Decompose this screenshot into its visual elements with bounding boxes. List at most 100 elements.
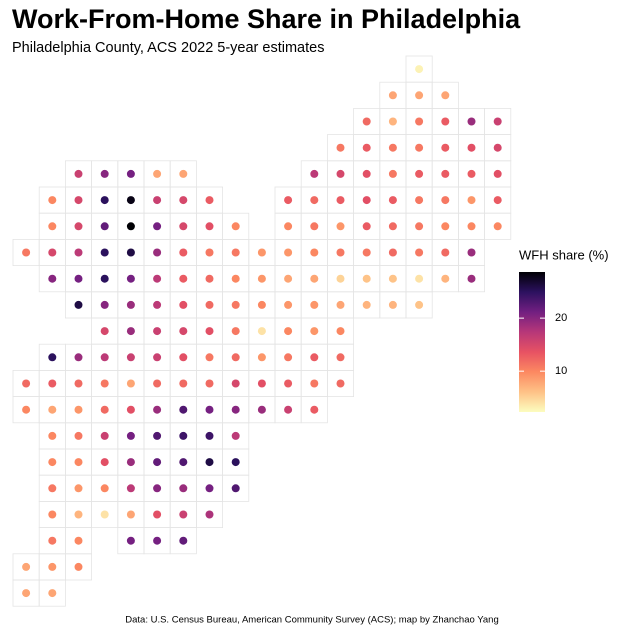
tract-dot bbox=[126, 458, 135, 467]
tract-dot bbox=[336, 143, 345, 152]
tract-dot bbox=[231, 222, 240, 231]
tract-dot bbox=[48, 536, 57, 545]
tract-dot bbox=[257, 327, 266, 336]
tract-dot bbox=[441, 248, 450, 257]
tract-dot bbox=[126, 196, 135, 205]
tract-dot bbox=[74, 484, 83, 493]
tract-dot bbox=[100, 248, 109, 257]
tract-dot bbox=[415, 222, 424, 231]
tract-dot bbox=[284, 196, 293, 205]
tract-dot bbox=[48, 589, 57, 598]
tract-dot bbox=[336, 222, 345, 231]
tile bbox=[65, 553, 93, 581]
tract-dot bbox=[284, 353, 293, 362]
tract-dot bbox=[74, 510, 83, 519]
tract-dot bbox=[388, 143, 397, 152]
tile bbox=[222, 474, 250, 502]
tract-dot bbox=[441, 196, 450, 205]
caption: Data: U.S. Census Bureau, American Commu… bbox=[125, 615, 498, 625]
tract-dot bbox=[231, 379, 240, 388]
tract-dot bbox=[179, 458, 188, 467]
tract-dot bbox=[153, 169, 162, 178]
tract-dot bbox=[179, 405, 188, 414]
tract-dot bbox=[467, 274, 476, 283]
tract-dot bbox=[310, 300, 319, 309]
tract-dot bbox=[467, 169, 476, 178]
tract-dot bbox=[74, 196, 83, 205]
tract-dot bbox=[48, 562, 57, 571]
tract-dot bbox=[48, 379, 57, 388]
tract-dot bbox=[205, 353, 214, 362]
tract-dot bbox=[100, 379, 109, 388]
tract-dot bbox=[100, 405, 109, 414]
tract-dot bbox=[205, 405, 214, 414]
tract-dot bbox=[362, 143, 371, 152]
tract-dot bbox=[100, 169, 109, 178]
tract-dot bbox=[310, 274, 319, 283]
tract-dot bbox=[415, 117, 424, 126]
tract-dot bbox=[153, 405, 162, 414]
tract-dot bbox=[205, 222, 214, 231]
tract-dot bbox=[126, 510, 135, 519]
tract-dot bbox=[336, 300, 345, 309]
tract-dot bbox=[284, 405, 293, 414]
tract-dot bbox=[467, 222, 476, 231]
tract-dot bbox=[205, 274, 214, 283]
tract-dot bbox=[493, 222, 502, 231]
color-tick-label: 20 bbox=[555, 312, 567, 324]
tract-dot bbox=[126, 405, 135, 414]
tract-dot bbox=[415, 65, 424, 74]
tract-dot bbox=[48, 484, 57, 493]
tract-dot bbox=[284, 379, 293, 388]
tract-dot bbox=[205, 431, 214, 440]
tract-dot bbox=[231, 300, 240, 309]
tract-dot bbox=[336, 169, 345, 178]
tract-dot bbox=[493, 143, 502, 152]
tract-dot bbox=[231, 353, 240, 362]
tract-dot bbox=[310, 327, 319, 336]
tract-dot bbox=[467, 117, 476, 126]
tract-dot bbox=[153, 353, 162, 362]
tract-dot bbox=[179, 510, 188, 519]
tract-dot bbox=[179, 248, 188, 257]
tract-dot bbox=[205, 300, 214, 309]
tract-dot bbox=[467, 196, 476, 205]
tract-dot bbox=[284, 222, 293, 231]
tract-dot bbox=[48, 353, 57, 362]
tract-dot bbox=[205, 327, 214, 336]
tract-dot bbox=[257, 274, 266, 283]
tract-dot bbox=[74, 536, 83, 545]
tract-dot bbox=[153, 379, 162, 388]
tract-dot bbox=[205, 510, 214, 519]
tract-dot bbox=[467, 248, 476, 257]
tile bbox=[169, 527, 197, 555]
tract-dot bbox=[362, 222, 371, 231]
tract-dot bbox=[205, 379, 214, 388]
tract-dot bbox=[153, 484, 162, 493]
tract-dot bbox=[284, 248, 293, 257]
tiles bbox=[12, 55, 512, 607]
tract-dot bbox=[415, 300, 424, 309]
tract-dot bbox=[153, 300, 162, 309]
tract-dot bbox=[310, 248, 319, 257]
tract-dot bbox=[362, 169, 371, 178]
tract-dot bbox=[74, 300, 83, 309]
tract-dot bbox=[100, 327, 109, 336]
tract-dot bbox=[415, 248, 424, 257]
tract-dot bbox=[284, 300, 293, 309]
tract-dot bbox=[231, 274, 240, 283]
tract-dot bbox=[179, 222, 188, 231]
tract-dot bbox=[336, 379, 345, 388]
tract-dot bbox=[126, 327, 135, 336]
tract-dot bbox=[415, 169, 424, 178]
tract-dot bbox=[153, 431, 162, 440]
tract-dot bbox=[48, 222, 57, 231]
tract-dot bbox=[126, 169, 135, 178]
tract-dot bbox=[336, 353, 345, 362]
tract-dot bbox=[179, 196, 188, 205]
tract-dot bbox=[74, 431, 83, 440]
tract-dot bbox=[153, 536, 162, 545]
tract-dot bbox=[257, 300, 266, 309]
tract-dot bbox=[388, 300, 397, 309]
tract-dot bbox=[22, 248, 31, 257]
